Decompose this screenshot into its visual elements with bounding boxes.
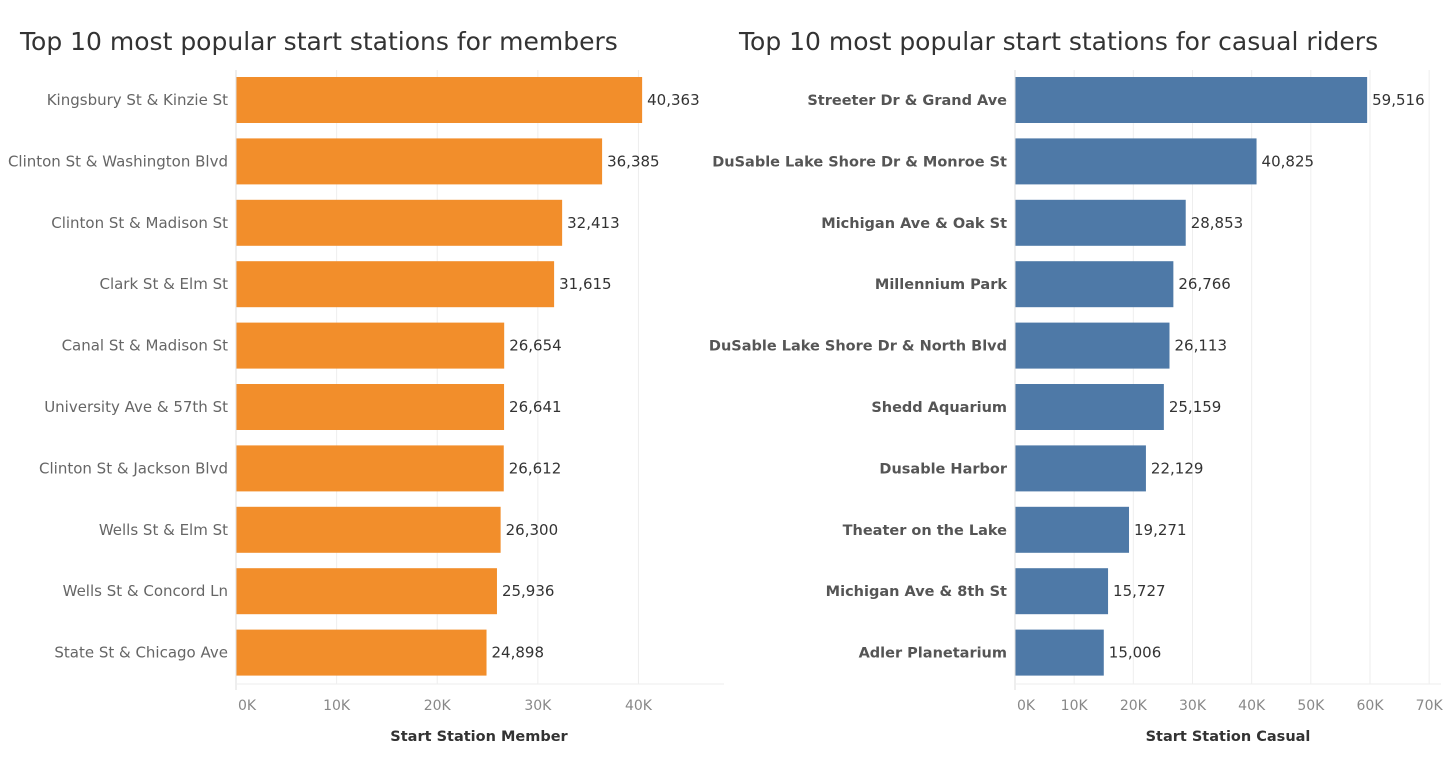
tick-label: 50K [1297, 698, 1325, 714]
tick-label: 40K [625, 698, 653, 714]
bar[interactable] [236, 322, 505, 369]
bar[interactable] [236, 138, 603, 185]
category-label: Kingsbury St & Kinzie St [47, 91, 228, 109]
bar[interactable] [236, 629, 487, 676]
bars: Streeter Dr & Grand Ave 59,516 DuSable Lak… [709, 77, 1425, 676]
value-label: 26,113 [1175, 337, 1228, 355]
bar[interactable] [1015, 506, 1130, 553]
category-label: DuSable Lake Shore Dr & Monroe St [712, 154, 1007, 170]
value-label: 19,271 [1134, 521, 1187, 539]
value-label: 24,898 [492, 644, 545, 662]
x-axis-ticks: 0K 10K 20K 30K 40K 50K 60K 70K [1017, 698, 1443, 714]
value-label: 36,385 [607, 152, 660, 170]
category-label: Adler Planetarium [859, 646, 1007, 662]
bar[interactable] [1015, 199, 1186, 246]
bar[interactable] [236, 506, 501, 553]
x-axis-ticks: 0K 10K 20K 30K 40K [238, 698, 653, 714]
value-label: 40,825 [1262, 152, 1315, 170]
tick-label: 0K [1017, 698, 1036, 714]
value-label: 32,413 [567, 214, 620, 232]
bar[interactable] [236, 199, 563, 246]
bar[interactable] [1015, 568, 1109, 615]
members-chart: Top 10 most popular start stations for m… [8, 27, 724, 745]
bar[interactable] [1015, 77, 1368, 123]
bar[interactable] [236, 77, 643, 123]
category-label: Dusable Harbor [879, 461, 1007, 477]
category-label: Clinton St & Washington Blvd [8, 152, 228, 170]
category-label: State St & Chicago Ave [54, 644, 228, 662]
tick-label: 10K [323, 698, 351, 714]
value-label: 25,936 [502, 582, 555, 600]
value-label: 28,853 [1191, 214, 1244, 232]
category-label: DuSable Lake Shore Dr & North Blvd [709, 339, 1007, 355]
value-label: 40,363 [647, 91, 700, 109]
bar[interactable] [236, 384, 505, 430]
chart-title: Top 10 most popular start stations for m… [19, 27, 618, 56]
category-label: Michigan Ave & 8th St [826, 584, 1007, 600]
category-label: Streeter Dr & Grand Ave [807, 93, 1007, 109]
bar[interactable] [1015, 629, 1104, 676]
category-label: Clark St & Elm St [99, 275, 228, 293]
x-axis-title: Start Station Member [390, 729, 568, 745]
x-axis-title: Start Station Casual [1146, 729, 1311, 745]
value-label: 26,641 [509, 398, 561, 416]
bar[interactable] [236, 261, 555, 308]
tick-label: 30K [524, 698, 552, 714]
value-label: 59,516 [1372, 91, 1425, 109]
value-label: 15,006 [1109, 644, 1162, 662]
bar[interactable] [236, 568, 497, 615]
value-label: 25,159 [1169, 398, 1222, 416]
category-label: Canal St & Madison St [62, 337, 229, 355]
bars: Kingsbury St & Kinzie St 40,363 Clinton St… [8, 77, 700, 676]
value-label: 26,654 [509, 337, 562, 355]
category-label: Michigan Ave & Oak St [821, 216, 1007, 232]
category-label: Wells St & Elm St [99, 521, 228, 539]
bar[interactable] [1015, 261, 1174, 308]
category-label: Clinton St & Jackson Blvd [39, 459, 228, 477]
chart-title: Top 10 most popular start stations for c… [738, 27, 1378, 56]
category-label: Clinton St & Madison St [51, 214, 228, 232]
category-label: University Ave & 57th St [44, 398, 228, 416]
category-label: Millennium Park [875, 277, 1007, 293]
bar[interactable] [1015, 445, 1146, 492]
value-label: 15,727 [1113, 582, 1166, 600]
value-label: 31,615 [559, 275, 612, 293]
value-label: 26,300 [506, 521, 559, 539]
value-label: 22,129 [1151, 459, 1204, 477]
category-label: Wells St & Concord Ln [63, 582, 228, 600]
bar[interactable] [1015, 138, 1257, 185]
bar[interactable] [1015, 384, 1164, 430]
tick-label: 30K [1179, 698, 1207, 714]
tick-label: 10K [1061, 698, 1089, 714]
tick-label: 60K [1357, 698, 1385, 714]
category-label: Shedd Aquarium [871, 400, 1007, 416]
tick-label: 0K [238, 698, 257, 714]
tick-label: 20K [424, 698, 452, 714]
bar[interactable] [236, 445, 504, 492]
tick-label: 20K [1120, 698, 1148, 714]
value-label: 26,766 [1178, 275, 1231, 293]
category-label: Theater on the Lake [843, 523, 1008, 539]
tick-label: 70K [1416, 698, 1444, 714]
tick-label: 40K [1238, 698, 1266, 714]
bar[interactable] [1015, 322, 1170, 369]
value-label: 26,612 [509, 459, 562, 477]
casual-riders-chart: Top 10 most popular start stations for c… [709, 27, 1444, 745]
